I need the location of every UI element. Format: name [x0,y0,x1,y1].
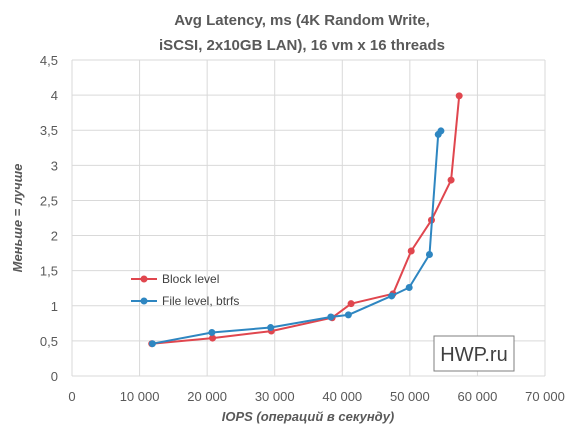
data-point [209,334,217,342]
y-axis-ticks: 0 0,5 1 1,5 2 2,5 3 3,5 4 4,5 [40,53,58,384]
y-tick-label: 4,5 [40,53,58,68]
y-tick-label: 2 [51,229,58,244]
legend-item-block-level: Block level [131,272,219,286]
series-line [152,130,442,345]
x-tick-label: 10 000 [120,389,160,404]
x-tick-label: 70 000 [525,389,565,404]
x-tick-label: 60 000 [458,389,498,404]
legend-label-block-level: Block level [162,272,219,286]
data-point [447,176,455,184]
watermark-text: HWP.ru [440,344,507,366]
data-point [148,340,156,348]
watermark-frame [433,335,515,372]
x-tick-label: 0 [68,389,75,404]
data-point [425,251,433,259]
y-tick-label: 4 [51,88,58,103]
data-point [407,247,415,255]
data-point [455,92,463,100]
data-point [347,300,355,308]
data-point [388,292,396,300]
legend-marker-block-level [140,275,148,283]
data-point [208,328,216,336]
y-tick-label: 0 [51,369,58,384]
data-point [267,324,275,332]
chart-title: Avg Latency, ms (4K Random Write, iSCSI,… [159,12,445,54]
legend-item-file-level: File level, btrfs [131,294,239,308]
chart-title-line-2: iSCSI, 2x10GB LAN), 16 vm x 16 threads [159,37,445,54]
data-point [405,284,413,292]
y-tick-label: 3 [51,158,58,173]
x-axis-label: IOPS (операций в секунду) [222,409,395,424]
x-tick-label: 20 000 [187,389,227,404]
watermark-box: HWP.ru [433,335,515,372]
x-tick-label: 50 000 [390,389,430,404]
series-line [151,95,461,345]
legend-marker-file-level [140,297,148,305]
chart-title-line-1: Avg Latency, ms (4K Random Write, [174,12,430,29]
y-axis-label: Меньше = лучше [10,164,25,273]
series-file-level [148,127,445,348]
data-point [437,127,445,135]
data-point [327,313,335,321]
y-tick-label: 3,5 [40,123,58,138]
chart-grid [71,59,546,377]
x-tick-label: 30 000 [255,389,295,404]
chart-series [148,92,463,348]
chart-legend: Block level File level, btrfs [131,272,239,308]
y-tick-label: 1,5 [40,264,58,279]
y-tick-label: 2,5 [40,193,58,208]
y-tick-label: 1 [51,299,58,314]
data-point [344,311,352,319]
legend-label-file-level: File level, btrfs [162,294,239,308]
y-tick-label: 0,5 [40,334,58,349]
x-tick-label: 40 000 [322,389,362,404]
x-axis-ticks: 0 10 000 20 000 30 000 40 000 50 000 60 000 70 … [68,389,565,404]
